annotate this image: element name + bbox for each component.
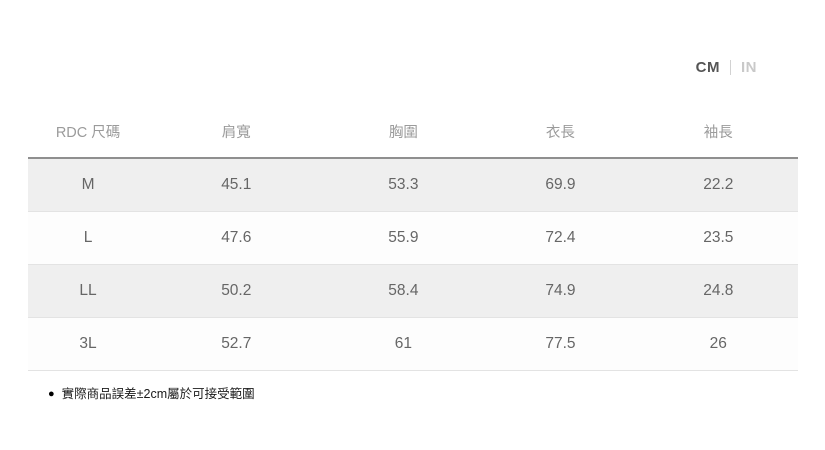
measurement-cell: 47.6: [148, 211, 325, 265]
table-header-row: RDC 尺碼 肩寬 胸圍 衣長 袖長: [28, 105, 798, 158]
measurement-cell: 26: [638, 317, 798, 371]
measurement-cell: 77.5: [482, 317, 639, 371]
measurement-cell: 55.9: [324, 211, 483, 265]
measurement-cell: 53.3: [324, 158, 483, 212]
table-row: M 45.1 53.3 69.9 22.2: [28, 158, 798, 212]
measurement-cell: 50.2: [148, 264, 325, 318]
bullet-icon: ●: [48, 388, 55, 400]
table-row: LL 50.2 58.4 74.9 24.8: [28, 264, 798, 318]
size-cell: 3L: [28, 317, 149, 371]
unit-option-in[interactable]: IN: [741, 59, 757, 76]
measurement-cell: 61: [324, 317, 483, 371]
measurement-cell: 74.9: [482, 264, 639, 318]
column-header-chest: 胸圍: [324, 105, 483, 158]
column-header-shoulder: 肩寬: [148, 105, 325, 158]
measurement-cell: 69.9: [482, 158, 639, 212]
measurement-cell: 72.4: [482, 211, 639, 265]
column-header-length: 衣長: [482, 105, 639, 158]
tolerance-footnote-text: 實際商品誤差±2cm屬於可接受範圍: [61, 387, 255, 401]
column-header-size: RDC 尺碼: [28, 105, 149, 158]
measurement-cell: 22.2: [638, 158, 798, 212]
measurement-cell: 58.4: [324, 264, 483, 318]
table-row: 3L 52.7 61 77.5 26: [28, 317, 798, 371]
size-cell: M: [28, 158, 149, 212]
unit-option-cm[interactable]: CM: [695, 59, 720, 76]
size-cell: L: [28, 211, 149, 265]
measurement-cell: 52.7: [148, 317, 325, 371]
column-header-sleeve: 袖長: [638, 105, 798, 158]
unit-toggle: CM IN: [696, 59, 757, 76]
tolerance-footnote: ● 實際商品誤差±2cm屬於可接受範圍: [28, 386, 798, 402]
size-table: RDC 尺碼 肩寬 胸圍 衣長 袖長 M 45.1 53.3 69.9 22.2 L 47.…: [28, 105, 798, 371]
table-row: L 47.6 55.9 72.4 23.5: [28, 211, 798, 265]
measurement-cell: 24.8: [638, 264, 798, 318]
size-table-section: RDC 尺碼 肩寬 胸圍 衣長 袖長 M 45.1 53.3 69.9 22.2 L 47.…: [28, 105, 798, 402]
measurement-cell: 45.1: [148, 158, 325, 212]
size-table-body: M 45.1 53.3 69.9 22.2 L 47.6 55.9 72.4 23.5 LL 50.2…: [28, 158, 798, 371]
unit-toggle-divider: [730, 60, 731, 75]
size-cell: LL: [28, 264, 149, 318]
measurement-cell: 23.5: [638, 211, 798, 265]
